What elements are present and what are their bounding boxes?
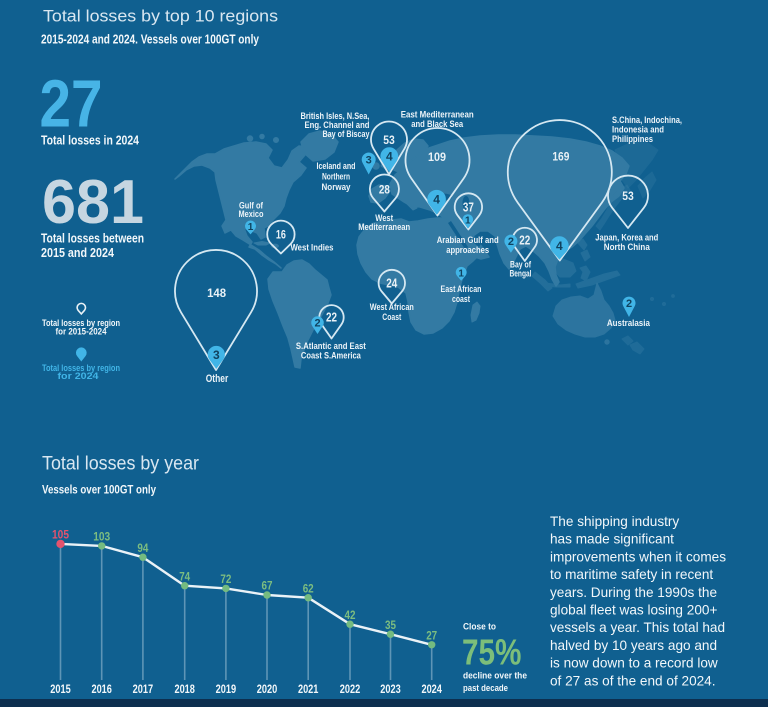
svg-text:27: 27 xyxy=(40,67,103,142)
svg-text:681: 681 xyxy=(42,167,144,237)
svg-text:Coast S.America: Coast S.America xyxy=(301,350,362,361)
svg-text:2022: 2022 xyxy=(340,684,361,696)
svg-text:Japan, Korea and: Japan, Korea and xyxy=(595,232,658,243)
svg-text:2015-2024 and 2024. Vessels ov: 2015-2024 and 2024. Vessels over 100GT o… xyxy=(41,31,260,46)
svg-text:Total losses by top 10 regions: Total losses by top 10 regions xyxy=(43,7,278,26)
svg-text:4: 4 xyxy=(433,193,440,207)
svg-text:148: 148 xyxy=(207,286,226,300)
svg-text:is now down to a record low: is now down to a record low xyxy=(550,656,718,671)
svg-text:approaches: approaches xyxy=(446,245,489,256)
svg-text:Total losses by year: Total losses by year xyxy=(42,454,200,475)
svg-text:British Isles, N.Sea,: British Isles, N.Sea, xyxy=(301,111,370,122)
svg-text:Coast: Coast xyxy=(382,312,402,323)
svg-text:2024: 2024 xyxy=(421,684,442,696)
svg-text:169: 169 xyxy=(552,150,569,164)
svg-text:Total losses by region: Total losses by region xyxy=(42,318,120,329)
svg-text:Mexico: Mexico xyxy=(239,209,264,220)
svg-text:North China: North China xyxy=(604,242,651,253)
svg-text:1: 1 xyxy=(458,268,464,279)
svg-text:decline over the: decline over the xyxy=(463,671,527,682)
svg-text:53: 53 xyxy=(622,189,634,203)
svg-text:2023: 2023 xyxy=(380,684,401,696)
svg-text:2019: 2019 xyxy=(216,684,237,696)
svg-text:16: 16 xyxy=(276,228,286,242)
svg-text:to maritime safety in recent: to maritime safety in recent xyxy=(550,567,713,582)
svg-text:4: 4 xyxy=(556,239,563,253)
svg-text:4: 4 xyxy=(386,149,393,163)
svg-text:Indonesia and: Indonesia and xyxy=(612,124,664,135)
svg-text:East Mediterranean: East Mediterranean xyxy=(401,109,474,120)
svg-text:improvements when it comes: improvements when it comes xyxy=(550,549,726,564)
svg-text:75%: 75% xyxy=(462,632,522,673)
svg-text:West African: West African xyxy=(370,302,414,313)
svg-text:global fleet was losing 200+: global fleet was losing 200+ xyxy=(550,603,717,618)
svg-text:The shipping industry: The shipping industry xyxy=(550,514,679,529)
svg-text:103: 103 xyxy=(93,530,110,544)
svg-text:Vessels over 100GT only: Vessels over 100GT only xyxy=(42,482,156,496)
svg-text:2017: 2017 xyxy=(133,684,154,696)
svg-text:Eng. Channel and: Eng. Channel and xyxy=(305,120,370,131)
svg-text:Bay of: Bay of xyxy=(510,260,532,271)
svg-text:East African: East African xyxy=(441,284,482,295)
svg-text:Arabian Gulf and: Arabian Gulf and xyxy=(437,235,499,246)
svg-text:West: West xyxy=(375,213,394,224)
svg-text:Mediterranean: Mediterranean xyxy=(358,222,410,233)
svg-text:74: 74 xyxy=(179,569,190,583)
svg-text:2016: 2016 xyxy=(91,684,112,696)
svg-text:Gulf of: Gulf of xyxy=(239,200,264,211)
svg-text:72: 72 xyxy=(220,572,231,586)
svg-text:vessels a year. This total had: vessels a year. This total had xyxy=(550,620,725,635)
svg-text:2020: 2020 xyxy=(257,684,278,696)
svg-text:for 2015-2024: for 2015-2024 xyxy=(56,327,108,338)
svg-text:2021: 2021 xyxy=(298,684,319,696)
svg-text:28: 28 xyxy=(379,183,390,197)
svg-text:2015: 2015 xyxy=(50,684,71,696)
svg-text:62: 62 xyxy=(303,581,314,595)
svg-text:Northern: Northern xyxy=(322,172,350,183)
svg-text:3: 3 xyxy=(366,155,372,167)
svg-text:Iceland and: Iceland and xyxy=(317,161,356,172)
svg-text:105: 105 xyxy=(52,528,69,542)
svg-text:94: 94 xyxy=(137,541,148,555)
svg-text:past decade: past decade xyxy=(463,683,508,694)
svg-text:Close to: Close to xyxy=(463,622,496,633)
svg-text:35: 35 xyxy=(385,618,396,632)
svg-text:24: 24 xyxy=(386,276,397,290)
svg-text:Bengal: Bengal xyxy=(510,269,532,280)
svg-text:has made significant: has made significant xyxy=(550,532,674,547)
svg-text:2: 2 xyxy=(508,236,514,248)
svg-text:53: 53 xyxy=(383,133,395,147)
svg-text:years. During the 1990s the: years. During the 1990s the xyxy=(550,585,717,600)
svg-text:2018: 2018 xyxy=(174,684,195,696)
svg-text:1: 1 xyxy=(465,216,471,227)
svg-text:Norway: Norway xyxy=(322,182,352,193)
svg-text:22: 22 xyxy=(326,311,337,325)
svg-text:42: 42 xyxy=(345,608,356,622)
svg-text:and Black Sea: and Black Sea xyxy=(411,119,464,130)
svg-text:S.Atlantic and East: S.Atlantic and East xyxy=(296,341,367,352)
svg-text:Total losses in 2024: Total losses in 2024 xyxy=(41,133,140,148)
svg-text:2015 and 2024: 2015 and 2024 xyxy=(41,245,115,260)
svg-text:for 2024: for 2024 xyxy=(58,371,100,382)
svg-text:Other: Other xyxy=(206,373,229,385)
svg-text:Philippines: Philippines xyxy=(612,134,653,145)
svg-text:Bay of Biscay: Bay of Biscay xyxy=(323,129,371,140)
svg-text:halved by 10 years ago and: halved by 10 years ago and xyxy=(550,638,717,653)
svg-text:109: 109 xyxy=(428,150,446,164)
svg-text:Australasia: Australasia xyxy=(607,318,651,329)
svg-text:37: 37 xyxy=(463,200,474,214)
svg-text:of 27 as of the end of 2024.: of 27 as of the end of 2024. xyxy=(550,673,716,688)
svg-text:3: 3 xyxy=(213,348,220,362)
svg-text:coast: coast xyxy=(452,294,471,305)
svg-text:27: 27 xyxy=(426,629,437,643)
svg-text:Total losses between: Total losses between xyxy=(41,231,144,246)
svg-text:67: 67 xyxy=(262,579,273,593)
svg-text:2: 2 xyxy=(626,298,632,310)
svg-text:West Indies: West Indies xyxy=(291,242,334,253)
svg-text:Total losses by region: Total losses by region xyxy=(42,363,120,374)
svg-text:2: 2 xyxy=(314,318,320,330)
svg-text:S.China, Indochina,: S.China, Indochina, xyxy=(612,115,682,126)
svg-text:22: 22 xyxy=(519,233,530,247)
svg-text:1: 1 xyxy=(248,222,254,233)
